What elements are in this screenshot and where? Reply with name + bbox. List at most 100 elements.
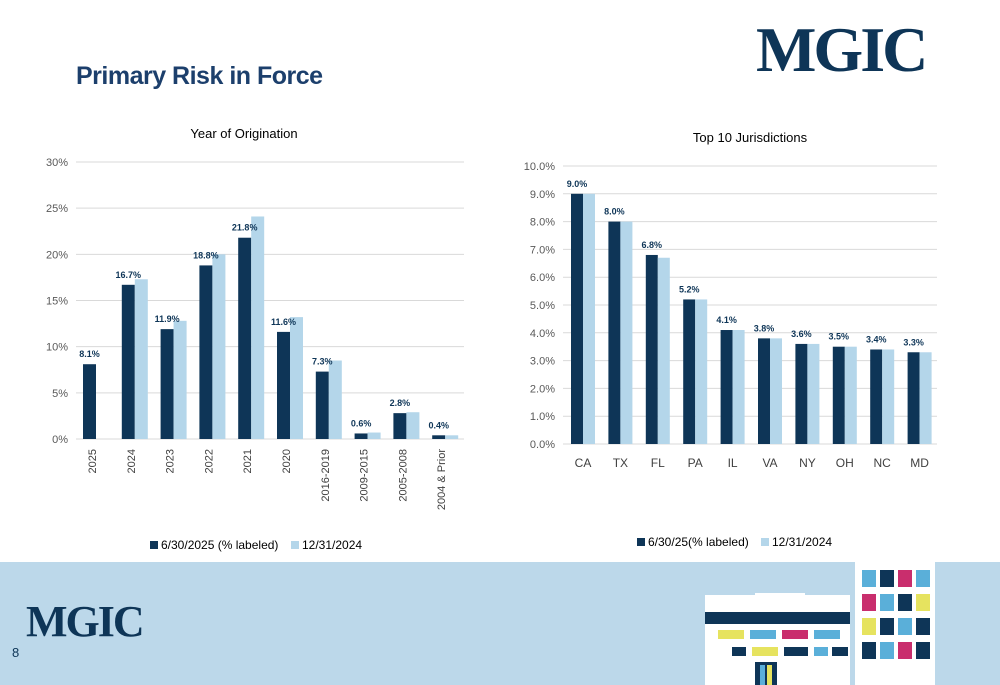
bar-current: [720, 330, 733, 444]
y-tick-label: 0.0%: [530, 439, 555, 451]
x-tick-label: NC: [874, 456, 892, 470]
y-tick-label: 2.0%: [530, 383, 555, 395]
legend-label: 6/30/2025 (% labeled): [161, 538, 278, 552]
bar-prior: [251, 216, 265, 439]
chart-year-of-origination: Year of Origination 0% 5% 10% 15% 20% 25% 30% 8.…: [46, 126, 464, 552]
y-tick-label: 1.0%: [530, 411, 555, 423]
bar-prior: [212, 254, 226, 439]
x-tick-label: 2021: [242, 449, 254, 473]
mgic-logo-footer: MGIC: [26, 597, 145, 646]
x-tick-label: IL: [728, 456, 738, 470]
data-label: 2.8%: [390, 398, 411, 408]
bar-prior: [657, 257, 670, 444]
legend-label: 6/30/25(% labeled): [648, 535, 749, 549]
data-label: 9.0%: [567, 179, 588, 189]
y-tick-label: 15%: [46, 296, 68, 308]
bar-prior: [406, 412, 420, 439]
x-tick-label: VA: [762, 456, 777, 470]
y-tick-label: 10%: [46, 342, 68, 354]
y-tick-label: 0%: [52, 434, 68, 446]
legend-swatch: [150, 541, 158, 549]
bar-prior: [620, 221, 633, 444]
data-label: 16.7%: [116, 270, 142, 280]
data-label: 8.0%: [604, 207, 625, 217]
y-tick-label: 3.0%: [530, 356, 555, 368]
x-tick-label: 2022: [203, 449, 215, 473]
y-tick-label: 9.0%: [530, 189, 555, 201]
bar-current: [795, 343, 808, 444]
legend-swatch: [637, 538, 645, 546]
data-label: 3.5%: [829, 332, 850, 342]
bar-current: [354, 433, 368, 439]
bar-current: [432, 435, 446, 439]
data-label: 3.3%: [903, 337, 924, 347]
bar-current: [160, 329, 174, 439]
x-tick-label: FL: [651, 456, 665, 470]
bar-prior: [695, 299, 708, 444]
data-label: 3.4%: [866, 334, 887, 344]
data-label: 5.2%: [679, 284, 700, 294]
chart-title: Year of Origination: [190, 126, 297, 141]
bar-current: [683, 299, 696, 444]
x-tick-label: 2020: [281, 449, 293, 473]
legend-label: 12/31/2024: [302, 538, 362, 552]
legend-swatch: [761, 538, 769, 546]
bar-current: [870, 349, 883, 444]
bar-prior: [882, 349, 895, 444]
x-tick-label: 2025: [87, 449, 99, 473]
bar-prior: [732, 330, 745, 444]
data-label: 8.1%: [79, 349, 100, 359]
data-label: 3.6%: [791, 329, 812, 339]
bar-prior: [134, 279, 148, 439]
bar-current: [645, 254, 658, 444]
x-tick-label: OH: [836, 456, 854, 470]
x-tick-label: 2005-2008: [397, 449, 409, 502]
y-tick-label: 6.0%: [530, 272, 555, 284]
bar-prior: [919, 352, 932, 444]
bar-current: [832, 346, 845, 444]
bar-prior: [583, 193, 595, 444]
x-tick-label: CA: [575, 456, 592, 470]
bar-prior: [328, 360, 342, 439]
y-tick-label: 25%: [46, 203, 68, 215]
x-tick-label: TX: [613, 456, 628, 470]
y-tick-label: 8.0%: [530, 217, 555, 229]
chart-title: Top 10 Jurisdictions: [693, 130, 808, 145]
data-label: 0.4%: [428, 420, 449, 430]
data-label: 0.6%: [351, 418, 372, 428]
x-tick-label: 2024: [126, 449, 138, 473]
data-label: 11.6%: [271, 317, 296, 327]
bar-prior: [844, 346, 857, 444]
x-tick-label: NY: [799, 456, 816, 470]
legend-label: 12/31/2024: [772, 535, 832, 549]
chart-top-10-jurisdictions: Top 10 Jurisdictions 0.0% 1.0% 2.0% 3.0% 4.0%…: [524, 130, 937, 549]
y-tick-label: 5.0%: [530, 300, 555, 312]
bar-current: [571, 193, 583, 444]
x-tick-label: 2023: [165, 449, 177, 473]
bar-prior: [807, 343, 820, 444]
y-tick-label: 20%: [46, 249, 68, 261]
bar-current: [907, 352, 920, 444]
bar-current: [393, 413, 407, 439]
bar-prior: [770, 338, 782, 444]
y-tick-label: 10.0%: [524, 161, 555, 173]
page-title: Primary Risk in Force: [76, 62, 323, 90]
bar-current: [315, 371, 329, 439]
x-tick-label: PA: [688, 456, 703, 470]
x-tick-label: MD: [910, 456, 929, 470]
x-tick-label: 2009-2015: [359, 449, 371, 502]
data-label: 11.9%: [155, 314, 180, 324]
legend-swatch: [291, 541, 299, 549]
bar-prior: [173, 320, 187, 439]
bar-current: [238, 237, 252, 439]
bar-current: [277, 331, 290, 439]
y-tick-label: 5%: [52, 388, 68, 400]
page-number: 8: [12, 645, 20, 660]
bar-prior: [445, 435, 459, 439]
data-label: 6.8%: [642, 240, 663, 250]
y-tick-label: 30%: [46, 157, 68, 169]
y-tick-label: 7.0%: [530, 244, 555, 256]
data-label: 18.8%: [193, 250, 219, 260]
bar-current: [608, 221, 621, 444]
